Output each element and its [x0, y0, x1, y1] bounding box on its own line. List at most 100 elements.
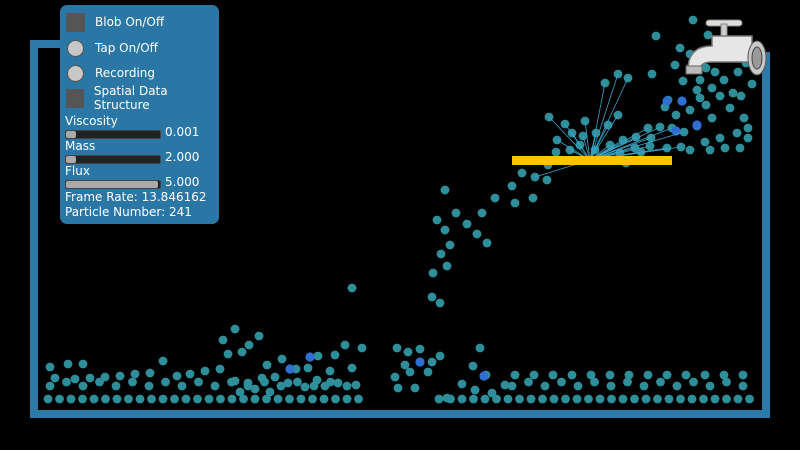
particle [276, 381, 286, 391]
particle [200, 366, 210, 376]
spatial-toggle[interactable]: Spatial Data Structure [66, 84, 219, 112]
particle [227, 394, 237, 404]
particle [331, 394, 340, 404]
tap-radio[interactable] [67, 39, 84, 57]
particle [305, 352, 315, 362]
particle [312, 375, 322, 385]
particle [218, 335, 228, 345]
particle [427, 357, 437, 367]
particle [161, 377, 170, 387]
particle [492, 394, 501, 404]
particle [678, 76, 688, 86]
particle [671, 110, 681, 120]
frame-rate-value: 13.846162 [141, 190, 207, 204]
particle [300, 382, 310, 392]
particle [351, 380, 361, 390]
particle [462, 219, 472, 229]
recording-radio[interactable] [67, 64, 84, 82]
particle [262, 394, 271, 404]
particle [664, 394, 674, 404]
particle [303, 363, 313, 373]
particle [62, 377, 71, 387]
particle [239, 394, 248, 404]
particle [681, 370, 691, 380]
particle [480, 394, 490, 404]
particle [689, 377, 698, 387]
blob-label: Blob On/Off [95, 15, 165, 29]
particle [736, 91, 746, 101]
particle [507, 381, 517, 391]
particle [427, 292, 437, 302]
particle [725, 103, 735, 113]
particle [230, 376, 240, 386]
particle [330, 350, 340, 360]
particle [347, 363, 357, 373]
particle [685, 145, 695, 155]
particle [415, 344, 425, 354]
particle [653, 394, 662, 404]
frame-rate-label: Frame Rate: [65, 190, 138, 204]
particle [722, 377, 731, 387]
neighbor-link [589, 132, 597, 161]
neighbor-link [589, 77, 629, 161]
particle [526, 394, 536, 404]
particle [63, 359, 73, 369]
particle [687, 394, 697, 404]
particle [392, 343, 402, 353]
particle [215, 364, 225, 374]
particle [442, 393, 452, 403]
particle [719, 75, 729, 85]
particle [325, 366, 335, 376]
particle [235, 387, 245, 397]
viscosity-slider[interactable] [65, 130, 161, 139]
viscosity-slider-handle[interactable] [66, 131, 76, 138]
particle [623, 377, 632, 387]
particle [440, 185, 450, 195]
particle [510, 370, 520, 380]
tap-toggle[interactable]: Tap On/Off [66, 38, 158, 58]
particle [703, 30, 713, 40]
mass-slider-handle[interactable] [66, 156, 76, 163]
particle [147, 394, 156, 404]
particle [738, 381, 748, 391]
recording-toggle[interactable]: Recording [66, 63, 155, 83]
particle [470, 385, 480, 395]
flux-slider-handle[interactable] [66, 181, 158, 188]
blob-toggle[interactable]: Blob On/Off [66, 12, 164, 32]
particle [78, 381, 88, 391]
particle [432, 215, 442, 225]
particle [435, 351, 445, 361]
particle [333, 378, 343, 388]
particle [181, 394, 191, 404]
particle [436, 249, 446, 259]
spatial-checkbox[interactable] [66, 88, 84, 108]
flux-slider[interactable] [65, 180, 161, 189]
particle [78, 359, 88, 369]
particle [435, 298, 445, 308]
particle [434, 394, 444, 404]
mass-slider[interactable] [65, 155, 161, 164]
particle [100, 372, 110, 382]
particle [170, 394, 179, 404]
particle [551, 147, 561, 157]
obstacle-bar[interactable] [512, 156, 672, 165]
particle [540, 381, 550, 391]
faucet-icon[interactable] [685, 19, 767, 76]
particle [135, 394, 145, 404]
particle [595, 394, 605, 404]
particle [257, 373, 267, 383]
particle [43, 394, 53, 404]
particle [285, 394, 294, 404]
mass-label: Mass [65, 139, 96, 153]
viscosity-label: Viscosity [65, 114, 118, 128]
blob-checkbox[interactable] [66, 12, 85, 32]
particle [451, 208, 461, 218]
particle [216, 394, 225, 404]
particle [607, 394, 616, 404]
particle [313, 351, 323, 361]
particle [145, 368, 155, 378]
particle [685, 105, 695, 115]
particle [705, 381, 715, 391]
particle [243, 378, 253, 388]
